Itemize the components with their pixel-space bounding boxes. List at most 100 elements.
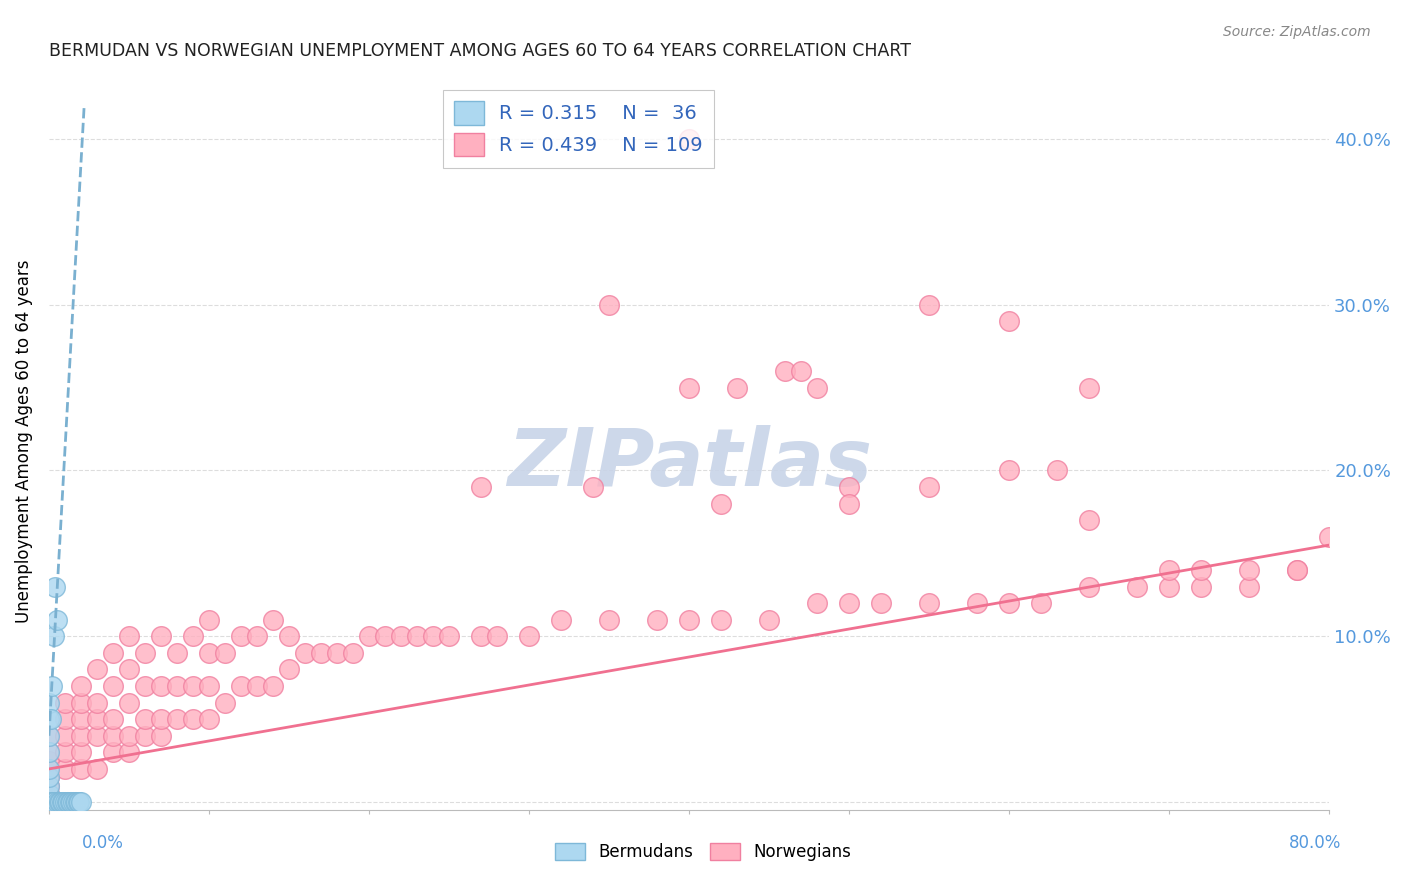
Point [38,787,60,801]
Point [101,729,124,743]
Point [229,679,252,693]
Point [422,629,444,643]
Point [53,745,76,759]
Point [1031,596,1053,610]
Point [998,596,1021,610]
Point [42,629,65,643]
Point [806,596,828,610]
Point [38,787,60,801]
Point [38,729,60,743]
Point [773,364,796,378]
Point [342,646,364,660]
Point [150,679,173,693]
Point [38,762,60,776]
Point [550,613,572,627]
Point [41,679,63,693]
Point [101,745,124,759]
Text: BERMUDAN VS NORWEGIAN UNEMPLOYMENT AMONG AGES 60 TO 64 YEARS CORRELATION CHART: BERMUDAN VS NORWEGIAN UNEMPLOYMENT AMONG… [49,42,911,60]
Point [150,629,173,643]
Point [101,679,124,693]
Y-axis label: Unemployment Among Ages 60 to 64 years: Unemployment Among Ages 60 to 64 years [15,260,32,624]
Point [645,613,668,627]
Point [678,132,700,146]
Point [38,795,60,809]
Point [1078,580,1101,594]
Point [806,380,828,394]
Point [582,480,605,494]
Point [38,745,60,759]
Point [46,613,69,627]
Point [246,629,269,643]
Point [38,770,60,784]
Point [710,497,733,511]
Point [198,646,221,660]
Point [150,712,173,726]
Point [998,463,1021,477]
Point [1189,563,1212,577]
Point [1159,563,1181,577]
Point [790,364,813,378]
Point [406,629,429,643]
Point [166,646,188,660]
Point [38,696,60,710]
Point [38,795,60,809]
Point [725,380,748,394]
Point [70,762,93,776]
Point [998,314,1021,328]
Point [38,729,60,743]
Point [67,795,90,809]
Point [198,613,221,627]
Point [326,646,349,660]
Point [278,629,301,643]
Text: ZIPatlas: ZIPatlas [506,425,872,502]
Point [262,613,284,627]
Point [42,795,65,809]
Point [59,795,82,809]
Point [66,795,89,809]
Point [49,795,72,809]
Point [70,712,93,726]
Point [86,662,108,676]
Point [181,629,204,643]
Point [41,795,63,809]
Point [437,629,460,643]
Point [53,795,76,809]
Point [101,712,124,726]
Text: 0.0%: 0.0% [82,834,124,852]
Point [134,679,156,693]
Point [86,696,108,710]
Point [44,580,66,594]
Point [758,613,780,627]
Point [118,729,141,743]
Point [62,795,84,809]
Point [918,480,941,494]
Point [214,696,236,710]
Point [246,679,269,693]
Point [134,646,156,660]
Point [38,795,60,809]
Point [70,795,93,809]
Point [357,629,380,643]
Point [118,696,141,710]
Point [262,679,284,693]
Point [38,770,60,784]
Point [389,629,412,643]
Point [38,795,60,809]
Point [86,729,108,743]
Point [46,795,69,809]
Point [63,795,86,809]
Point [309,646,332,660]
Point [118,662,141,676]
Text: Source: ZipAtlas.com: Source: ZipAtlas.com [1223,25,1371,39]
Point [118,745,141,759]
Point [134,729,156,743]
Point [181,679,204,693]
Point [150,729,173,743]
Point [918,596,941,610]
Point [52,795,75,809]
Point [214,646,236,660]
Point [1239,580,1261,594]
Point [470,629,492,643]
Point [39,712,62,726]
Text: 80.0%: 80.0% [1288,834,1341,852]
